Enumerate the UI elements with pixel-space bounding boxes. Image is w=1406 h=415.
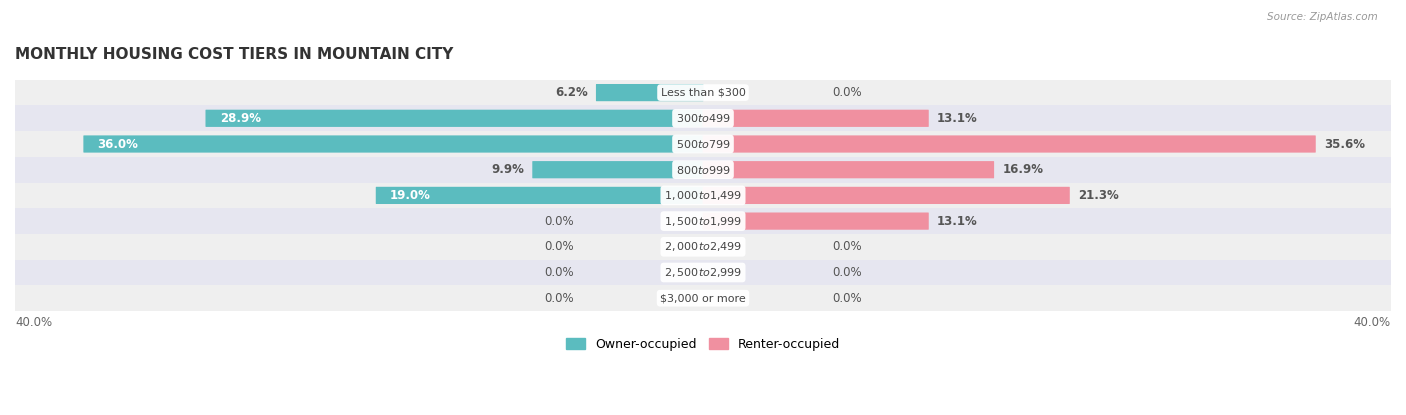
Text: $2,500 to $2,999: $2,500 to $2,999 (664, 266, 742, 279)
FancyBboxPatch shape (703, 161, 994, 178)
FancyBboxPatch shape (375, 187, 703, 204)
Text: $3,000 or more: $3,000 or more (661, 293, 745, 303)
Text: 0.0%: 0.0% (832, 240, 862, 253)
Text: 28.9%: 28.9% (219, 112, 260, 125)
FancyBboxPatch shape (15, 80, 1391, 105)
Text: $500 to $799: $500 to $799 (675, 138, 731, 150)
Text: 0.0%: 0.0% (544, 266, 574, 279)
Text: 40.0%: 40.0% (1354, 316, 1391, 329)
FancyBboxPatch shape (15, 208, 1391, 234)
FancyBboxPatch shape (15, 157, 1391, 183)
Text: $1,000 to $1,499: $1,000 to $1,499 (664, 189, 742, 202)
Text: 6.2%: 6.2% (555, 86, 588, 99)
Text: 13.1%: 13.1% (936, 215, 977, 227)
FancyBboxPatch shape (533, 161, 703, 178)
Text: $2,000 to $2,499: $2,000 to $2,499 (664, 240, 742, 253)
Text: Source: ZipAtlas.com: Source: ZipAtlas.com (1267, 12, 1378, 22)
Text: 9.9%: 9.9% (491, 163, 524, 176)
Legend: Owner-occupied, Renter-occupied: Owner-occupied, Renter-occupied (561, 333, 845, 356)
FancyBboxPatch shape (703, 212, 929, 230)
FancyBboxPatch shape (596, 84, 703, 101)
Text: 0.0%: 0.0% (544, 292, 574, 305)
FancyBboxPatch shape (205, 110, 703, 127)
Text: 36.0%: 36.0% (97, 137, 138, 151)
FancyBboxPatch shape (703, 135, 1316, 153)
Text: 16.9%: 16.9% (1002, 163, 1043, 176)
Text: 0.0%: 0.0% (832, 86, 862, 99)
Text: 19.0%: 19.0% (389, 189, 430, 202)
FancyBboxPatch shape (15, 183, 1391, 208)
Text: 0.0%: 0.0% (832, 292, 862, 305)
Text: 0.0%: 0.0% (544, 240, 574, 253)
Text: MONTHLY HOUSING COST TIERS IN MOUNTAIN CITY: MONTHLY HOUSING COST TIERS IN MOUNTAIN C… (15, 47, 453, 62)
Text: 21.3%: 21.3% (1078, 189, 1119, 202)
FancyBboxPatch shape (703, 110, 929, 127)
Text: $1,500 to $1,999: $1,500 to $1,999 (664, 215, 742, 227)
Text: Less than $300: Less than $300 (661, 88, 745, 98)
Text: 0.0%: 0.0% (832, 266, 862, 279)
Text: 0.0%: 0.0% (544, 215, 574, 227)
Text: $300 to $499: $300 to $499 (675, 112, 731, 124)
FancyBboxPatch shape (15, 131, 1391, 157)
FancyBboxPatch shape (15, 105, 1391, 131)
Text: 13.1%: 13.1% (936, 112, 977, 125)
Text: 35.6%: 35.6% (1324, 137, 1365, 151)
FancyBboxPatch shape (15, 260, 1391, 286)
FancyBboxPatch shape (83, 135, 703, 153)
Text: $800 to $999: $800 to $999 (675, 164, 731, 176)
Text: 40.0%: 40.0% (15, 316, 52, 329)
FancyBboxPatch shape (15, 234, 1391, 260)
FancyBboxPatch shape (703, 187, 1070, 204)
FancyBboxPatch shape (15, 286, 1391, 311)
